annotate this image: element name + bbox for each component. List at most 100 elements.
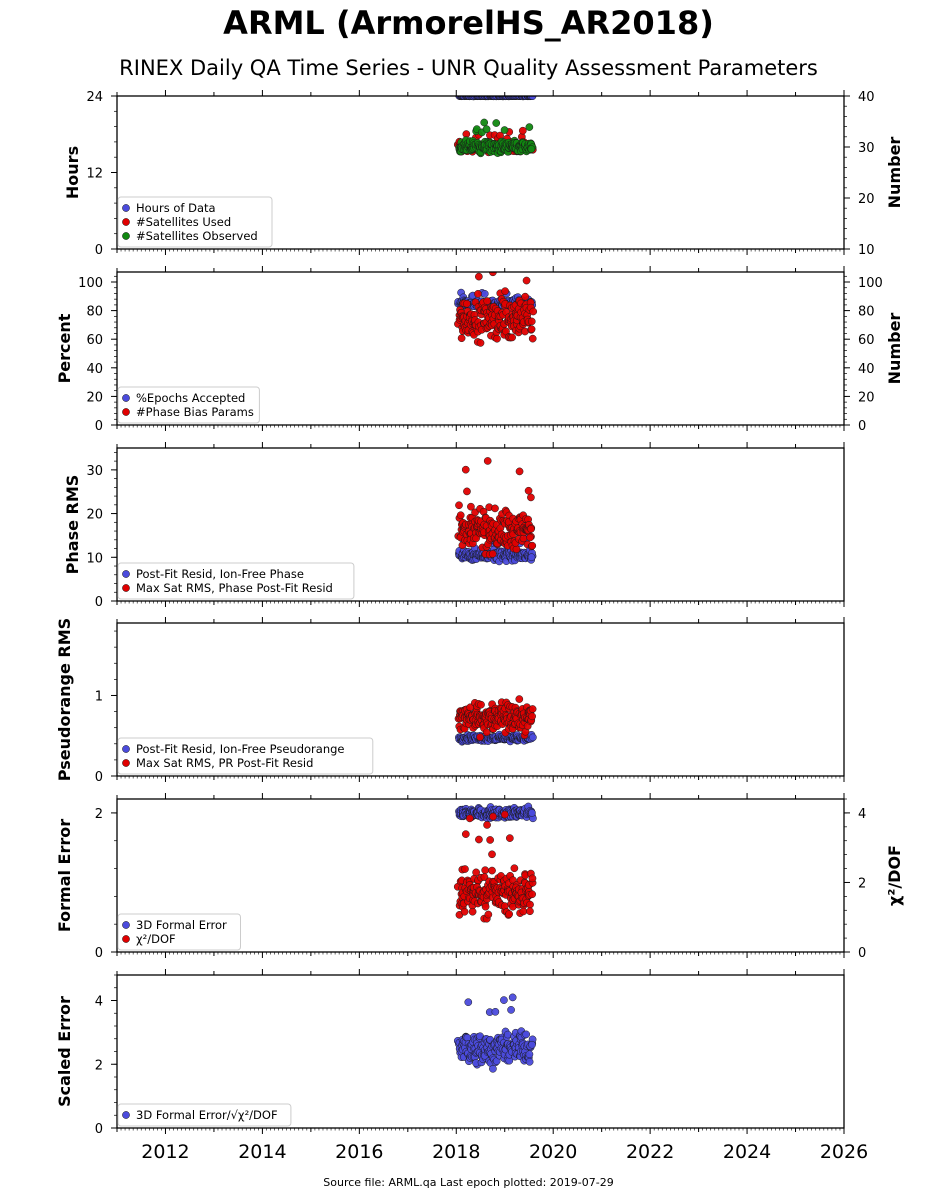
legend-marker xyxy=(122,394,130,402)
legend-marker xyxy=(122,1111,130,1119)
data-point-green xyxy=(492,119,501,127)
panel-4: 0 1 Pseudorange RMS Post-Fit Resid, Ion-Fre… xyxy=(55,617,845,785)
data-point-blue xyxy=(527,553,536,562)
y-tick-label: 0 xyxy=(95,595,103,610)
data-point-red xyxy=(481,902,490,911)
series-markers xyxy=(453,993,537,1073)
data-point-red xyxy=(486,836,494,844)
data-point-red xyxy=(476,733,484,742)
data-point-red xyxy=(528,541,537,550)
data-point-green xyxy=(525,123,534,131)
y-right-tick-label: 0 xyxy=(858,946,866,961)
legend-box xyxy=(117,913,241,951)
legend: %Epochs Accepted#Phase Bias Params xyxy=(117,386,260,424)
plot-frame xyxy=(116,271,845,426)
data-point-red xyxy=(461,865,469,873)
y-axis-label-right: Number xyxy=(885,137,904,209)
series-markers xyxy=(453,802,537,923)
data-point-red xyxy=(528,890,537,899)
data-point-red xyxy=(493,334,501,343)
y-tick-label: 100 xyxy=(78,276,103,291)
y-axis-label: Hours xyxy=(63,146,82,199)
y-right-tick-label: 10 xyxy=(858,243,875,258)
y-right-tick-label: 20 xyxy=(858,390,875,405)
data-point-red xyxy=(483,457,492,465)
y-axis-label: Scaled Error xyxy=(55,996,74,1107)
data-point-red xyxy=(460,907,469,916)
data-point-red xyxy=(461,465,470,474)
data-point-red xyxy=(526,907,534,916)
legend: Hours of Data#Satellites Used#Satellites… xyxy=(117,196,273,248)
y-tick-label: 40 xyxy=(86,362,103,377)
panel-6: 0 2 4 Scaled Error 3D Formal Error/√χ²/DOF 20… xyxy=(55,969,868,1163)
data-point-red xyxy=(484,910,493,919)
legend-marker xyxy=(122,935,130,943)
legend-label: Hours of Data xyxy=(136,201,216,215)
data-point-red xyxy=(468,907,477,916)
data-point-green xyxy=(482,125,491,133)
series-markers xyxy=(454,457,537,566)
data-point-red xyxy=(482,252,489,259)
x-tick-label: 2022 xyxy=(626,1141,674,1163)
x-tick-label: 2024 xyxy=(723,1141,771,1163)
data-point-red xyxy=(483,297,492,305)
data-point-blue xyxy=(525,1050,534,1059)
data-point-red xyxy=(457,334,466,343)
plot-frame xyxy=(116,974,845,1129)
legend-marker xyxy=(122,745,130,753)
data-point-red xyxy=(512,545,521,554)
data-point-red xyxy=(475,272,483,281)
legend-marker xyxy=(122,232,130,240)
y-axis-label-right: χ²/DOF xyxy=(885,845,904,906)
y-tick-label: 0 xyxy=(95,770,103,785)
series-markers xyxy=(454,695,537,746)
data-point-red xyxy=(527,493,535,502)
data-point-blue xyxy=(503,1030,512,1039)
y-tick-label: 20 xyxy=(86,390,103,405)
legend-label: Max Sat RMS, Phase Post-Fit Resid xyxy=(136,581,333,595)
y-right-tick-label: 80 xyxy=(858,305,875,320)
data-point-red xyxy=(481,866,490,875)
x-tick-label: 2018 xyxy=(432,1141,480,1163)
x-tick-label: 2026 xyxy=(820,1141,868,1163)
y-tick-label: 24 xyxy=(86,90,103,105)
y-right-tick-label: 20 xyxy=(858,192,875,207)
y-axis-label: Formal Error xyxy=(55,819,74,932)
data-point-blue xyxy=(507,1006,515,1014)
y-tick-label: 0 xyxy=(95,946,103,961)
legend-label: #Phase Bias Params xyxy=(136,405,254,419)
data-point-red xyxy=(505,910,513,918)
y-tick-label: 60 xyxy=(86,333,103,348)
data-point-blue xyxy=(529,733,537,742)
data-point-blue xyxy=(480,289,489,298)
y-tick-label: 30 xyxy=(86,464,103,479)
data-point-blue xyxy=(464,998,473,1007)
legend-label: Post-Fit Resid, Ion-Free Phase xyxy=(136,567,304,581)
data-point-red xyxy=(472,868,480,877)
data-point-red xyxy=(488,550,497,558)
plot-frame xyxy=(116,447,845,602)
data-point-red xyxy=(510,864,519,873)
data-point-red xyxy=(477,247,484,254)
y-right-tick-label: 30 xyxy=(858,141,875,156)
data-point-blue xyxy=(525,1057,534,1066)
data-point-red xyxy=(483,261,490,268)
y-tick-label: 12 xyxy=(86,167,103,182)
y-right-tick-label: 4 xyxy=(858,807,866,822)
panel-3: 0 10 20 30 Phase RMS Post-Fit Resid, Ion-Free… xyxy=(63,442,845,610)
legend-marker xyxy=(122,204,130,212)
data-point-blue xyxy=(508,993,517,1002)
legend-marker xyxy=(122,759,130,767)
legend-box xyxy=(117,1103,292,1127)
data-point-red xyxy=(500,810,509,819)
data-point-red xyxy=(527,325,536,334)
legend-box xyxy=(117,196,273,248)
data-point-green xyxy=(500,126,509,134)
data-point-red xyxy=(521,292,530,301)
data-point-red xyxy=(476,339,485,347)
y-right-tick-label: 100 xyxy=(858,276,883,291)
data-point-red xyxy=(491,504,499,513)
